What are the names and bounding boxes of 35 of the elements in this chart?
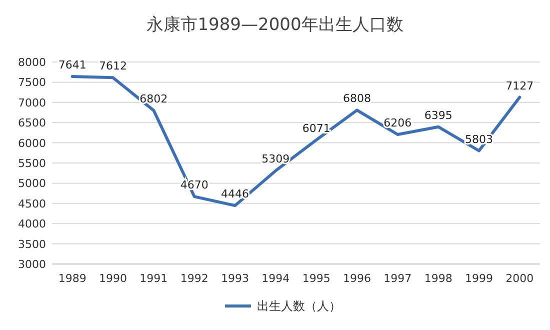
data-label: 7612 [99,60,127,73]
x-tick-label: 2000 [506,272,534,285]
x-tick-label: 1996 [343,272,371,285]
data-label: 6206 [384,116,412,130]
y-tick-label: 6500 [18,116,46,130]
y-tick-label: 4500 [18,197,46,210]
data-label: 6802 [140,92,168,106]
legend-label: 出生人数（人） [257,299,341,313]
data-label: 6071 [302,122,330,135]
x-tick-label: 1993 [221,272,249,285]
chart-title: 永康市1989—2000年出生人口数 [146,15,404,35]
x-tick-label: 1989 [58,272,86,285]
y-tick-label: 6000 [18,136,46,150]
x-tick-label: 1992 [180,272,208,285]
data-label: 7641 [58,58,86,72]
x-tick-label: 1998 [424,272,452,285]
x-tick-label: 1997 [384,272,412,285]
data-label: 6808 [343,92,371,106]
y-tick-label: 7000 [18,96,46,110]
y-tick-label: 5500 [18,157,46,170]
data-label: 4446 [221,188,249,201]
y-tick-label: 8000 [18,56,46,69]
data-label: 7127 [506,79,534,92]
x-tick-label: 1999 [465,272,493,285]
x-tick-label: 1990 [99,272,127,285]
y-tick-label: 3000 [18,258,46,271]
y-tick-label: 5000 [18,177,46,190]
x-tick-label: 1995 [302,272,330,285]
x-tick-label: 1991 [140,272,168,285]
y-tick-label: 7500 [18,76,46,90]
data-label: 5309 [262,152,290,166]
data-label: 6395 [424,108,452,122]
y-tick-label: 3500 [18,238,46,251]
x-tick-label: 1994 [262,272,290,285]
y-tick-label: 4000 [18,218,46,231]
